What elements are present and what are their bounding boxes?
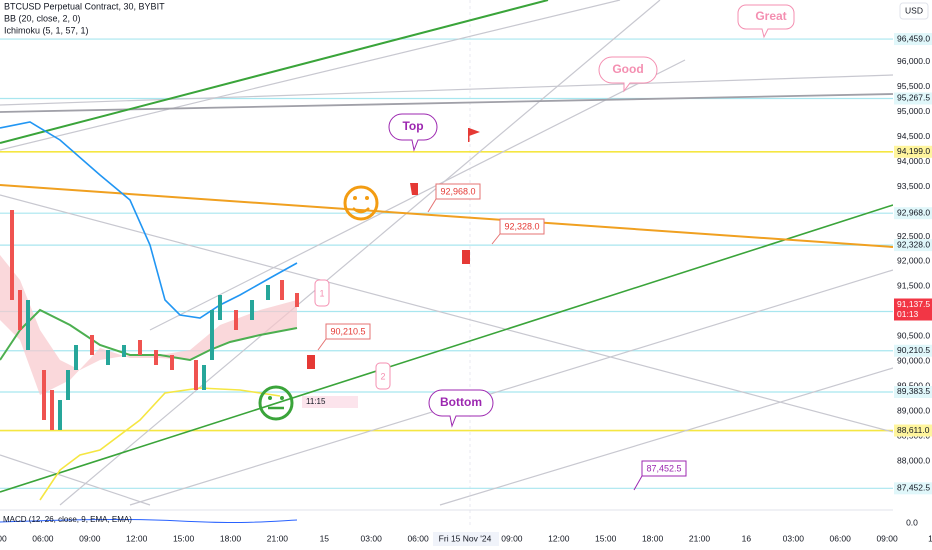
emojis [258,128,480,421]
time-label: 06:00 [32,533,54,543]
time-label: Fri 15 Nov '24 [439,533,492,543]
level-label: 92,328.0 [897,239,930,249]
note: 87,452.5 [646,463,681,473]
trend-lines [0,0,894,506]
symbol: BTCUSD Perpetual Contract, 30, BYBIT [4,1,165,11]
note: 1 [319,288,324,298]
note: 11:15 [306,397,326,406]
note: 90,210.5 [330,326,365,336]
currency-button[interactable] [899,2,929,20]
note: 92,328.0 [504,221,539,231]
time-label: 09:00 [501,533,523,543]
note: Good [612,62,643,76]
note: 2 [380,371,385,381]
time-label: 00 [0,533,7,543]
currency[interactable]: USD [905,5,923,15]
level-tag [894,482,932,495]
time-label: 06:00 [830,533,852,543]
price-tick-label: 95,500.0 [897,81,930,91]
time-label: 12: [928,533,932,543]
countdown: 01:13 [897,309,919,319]
level-label: 87,452.5 [897,483,930,493]
time-label: 03:00 [783,533,805,543]
level-label: 92,968.0 [897,207,930,217]
indicator-label: BB (20, close, 2, 0) [4,13,81,23]
time-label: 18:00 [220,533,242,543]
level-tag [894,145,932,158]
note: Bottom [440,395,482,409]
time-label: 21:00 [689,533,711,543]
note: Great [755,9,786,23]
annotation-shapes [302,4,795,491]
price-tick-label: 88,000.0 [897,455,930,465]
last-price-tag [894,298,932,321]
level-tag [894,92,932,105]
note: Top [402,119,423,133]
time-label: 21:00 [267,533,289,543]
level-tag [894,424,932,437]
price-tick-label: 89,000.0 [897,405,930,415]
annotation-texts: Great Good Top Bottom [402,9,786,409]
last-price: 91,137.5 [897,299,930,309]
price-tick-label: 92,000.0 [897,256,930,266]
level-tag [894,385,932,398]
level-tag [894,239,932,252]
macd-zero: 0.0 [906,517,918,527]
level-label: 88,611.0 [897,425,930,435]
time-label: 12:00 [126,533,148,543]
price-tick-label: 90,500.0 [897,331,930,341]
level-label: 89,383.5 [897,386,930,396]
time-label: 09:00 [79,533,101,543]
time-label: 15:00 [595,533,617,543]
level-label: 95,267.5 [897,93,930,103]
time-label: 09:00 [876,533,898,543]
price-tick-label: 94,000.0 [897,156,930,166]
level-label: 96,459.0 [897,33,930,43]
time-label: 12:00 [548,533,570,543]
note: 92,968.0 [440,186,475,196]
level-label: 90,210.5 [897,345,930,355]
price-tick-label: 91,500.0 [897,281,930,291]
macd-line [0,518,298,524]
level-tag [894,33,932,46]
price-tick-label: 96,000.0 [897,56,930,66]
time-label: 18:00 [642,533,664,543]
price-tick-label: 92,500.0 [897,231,930,241]
price-tick-label: 90,000.0 [897,355,930,365]
level-tag [894,207,932,220]
level-tag [894,344,932,357]
time-label: 06:00 [407,533,429,543]
time-label: 16 [742,533,752,543]
time-highlight [433,532,499,546]
price-axis-bg [893,0,932,550]
price-tick-label: 95,000.0 [897,106,930,116]
time-label: 03:00 [361,533,383,543]
indicator-label: Ichimoku (5, 1, 57, 1) [4,25,89,35]
macd-label: MACD (12, 26, close, 9, EMA, EMA) [3,515,132,524]
price-tick-label: 94,500.0 [897,131,930,141]
candles [10,210,299,430]
time-label: 15 [320,533,330,543]
level-label: 94,199.0 [897,146,930,156]
time-label: 15:00 [173,533,195,543]
price-tick-label: 93,500.0 [897,181,930,191]
price-tick-label: 89,500.0 [897,380,930,390]
